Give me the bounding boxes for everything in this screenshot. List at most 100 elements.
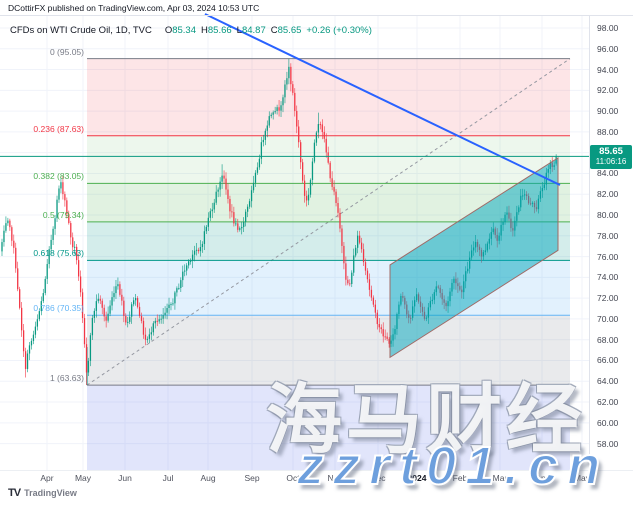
fib-level-label: 0.382 (83.05) <box>33 171 84 182</box>
candle-body <box>188 261 190 266</box>
candle-body <box>11 227 13 241</box>
candle-body <box>89 335 92 361</box>
chart-legend[interactable]: CFDs on WTI Crude Oil, 1D, TVC O85.34 H85.… <box>10 25 372 36</box>
publish-attribution: DCottirFX published on TradingView.com, … <box>8 3 260 13</box>
candle-body <box>164 312 166 316</box>
low-prefix: L <box>236 25 242 36</box>
time-axis-label: May <box>74 473 92 483</box>
symbol-title: CFDs on WTI Crude Oil, 1D, TVC <box>10 25 152 36</box>
candle-body <box>46 264 48 279</box>
candle-body <box>241 226 243 229</box>
tradingview-footer-logo[interactable]: TV TradingView <box>8 487 77 499</box>
candle-body <box>321 124 323 133</box>
price-axis-label: 68.00 <box>597 334 619 345</box>
candle-body <box>270 114 272 117</box>
candle-body <box>358 235 361 243</box>
candle-body <box>360 242 363 250</box>
candle-body <box>134 298 137 301</box>
candle-body <box>184 270 186 272</box>
fib-level-label: 0.786 (70.35) <box>33 303 84 314</box>
candle-body <box>42 293 44 302</box>
candle-body <box>150 332 152 335</box>
candle-body <box>62 182 64 195</box>
price-axis-label: 76.00 <box>597 251 619 262</box>
candle-body <box>66 200 68 215</box>
candle-body <box>260 142 263 159</box>
candle-body <box>209 211 211 218</box>
candle-body <box>30 340 33 346</box>
candle-body <box>347 279 349 284</box>
candle-body <box>341 228 343 246</box>
candle-body <box>309 179 312 195</box>
fib-zone[interactable] <box>87 315 570 386</box>
candle-body <box>378 324 380 328</box>
candle-body <box>276 107 278 111</box>
candle-body <box>207 217 209 227</box>
candle-body <box>305 195 308 201</box>
candle-body <box>262 139 264 143</box>
candle-body <box>111 297 113 306</box>
candle-body <box>284 84 286 98</box>
price-axis-label: 92.00 <box>597 85 619 96</box>
candle-body <box>286 78 288 85</box>
candle-body <box>176 288 178 293</box>
candle-body <box>243 221 245 227</box>
candle-body <box>5 223 7 231</box>
candle-body <box>217 189 219 192</box>
candle-body <box>384 336 386 338</box>
candle-body <box>186 265 188 271</box>
close-prefix: C <box>270 25 278 36</box>
price-axis-label: 82.00 <box>597 189 619 200</box>
candle-body <box>138 306 141 316</box>
candle-body <box>87 360 90 373</box>
candle-body <box>197 249 200 252</box>
parallel-channel-drawing[interactable] <box>389 156 559 359</box>
candle-body <box>83 318 86 345</box>
price-axis-label: 74.00 <box>597 272 619 283</box>
candle-body <box>81 292 84 319</box>
bar-countdown-timer: 11:06:16 <box>595 156 627 166</box>
candle-body <box>38 311 40 320</box>
time-axis-label: Oct <box>286 473 300 483</box>
candle-body <box>36 319 39 327</box>
candle-body <box>327 152 329 163</box>
candle-body <box>142 320 145 335</box>
candle-body <box>345 263 347 280</box>
time-axis-label: Mar <box>492 473 508 483</box>
candle-body <box>166 307 168 313</box>
time-axis-label: Dec <box>370 473 386 483</box>
fib-zone[interactable] <box>87 385 570 470</box>
time-axis-label: Jun <box>118 473 132 483</box>
candle-body <box>178 287 180 289</box>
candle-body <box>21 307 23 331</box>
candle-body <box>211 209 213 212</box>
candle-body <box>121 294 123 301</box>
candle-body <box>355 247 357 256</box>
candle-body <box>85 344 88 373</box>
time-axis-label: Sep <box>244 473 260 483</box>
low-value: 84.87 <box>241 25 266 36</box>
candle-body <box>101 300 103 308</box>
candle-body <box>28 345 31 354</box>
candle-body <box>215 191 217 203</box>
candle-body <box>343 245 345 264</box>
axis-separator-horizontal <box>0 470 633 471</box>
candle-body <box>258 158 261 168</box>
candle-body <box>239 228 241 230</box>
candle-body <box>264 130 266 140</box>
fib-trend-dashed-line[interactable] <box>86 58 571 386</box>
candle-body <box>133 300 135 305</box>
fib-zone[interactable] <box>87 58 570 136</box>
candle-body <box>266 125 268 131</box>
candle-body <box>117 284 119 287</box>
candle-body <box>74 246 76 248</box>
candle-body <box>248 201 251 207</box>
candle-body <box>333 186 335 192</box>
candle-body <box>221 175 223 182</box>
candle-body <box>353 255 355 273</box>
candle-body <box>329 162 331 179</box>
candle-body <box>9 220 11 228</box>
candle-body <box>272 112 274 115</box>
candle-body <box>123 300 125 316</box>
